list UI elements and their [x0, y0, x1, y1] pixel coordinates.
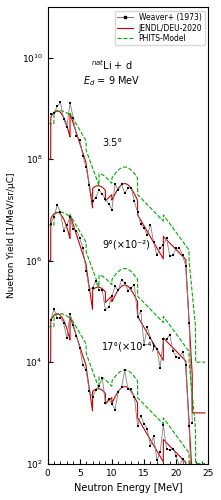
Y-axis label: Nuetron Yield [1/MeV/sr/μC]: Nuetron Yield [1/MeV/sr/μC] — [7, 172, 16, 298]
X-axis label: Neutron Energy [MeV]: Neutron Energy [MeV] — [74, 483, 182, 493]
Text: 17°(×10⁻⁴): 17°(×10⁻⁴) — [102, 341, 156, 351]
Legend: Weaver+ (1973), JENDL/DEU-2020, PHITS-Model: Weaver+ (1973), JENDL/DEU-2020, PHITS-Mo… — [115, 11, 205, 46]
Text: 3.5°: 3.5° — [102, 138, 122, 148]
Text: $^{nat}$Li + d
$E_d$ = 9 MeV: $^{nat}$Li + d $E_d$ = 9 MeV — [83, 58, 141, 88]
Text: 9°(×10⁻²): 9°(×10⁻²) — [102, 240, 150, 250]
